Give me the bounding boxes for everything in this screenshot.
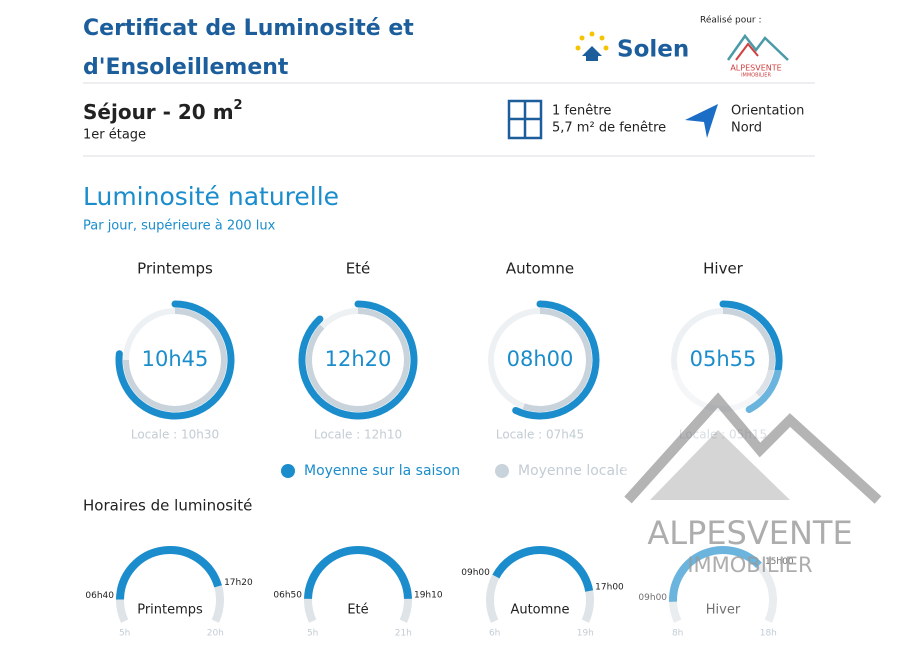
gauge-arc — [492, 546, 594, 592]
gauge-end: 15h00 — [765, 557, 794, 567]
gauge-min: 6h — [489, 629, 500, 639]
season-name: Printemps — [137, 260, 213, 278]
client-logo-text: IMMOBILIER — [741, 73, 771, 79]
gauge-name: Automne — [510, 603, 569, 618]
title: d'Ensoleillement — [83, 55, 289, 80]
local-arc — [306, 308, 410, 412]
gauge-start: 09h00 — [638, 593, 667, 603]
section-title: Luminosité naturelle — [83, 182, 339, 211]
legend-label: Moyenne locale — [518, 463, 628, 479]
season-name: Hiver — [703, 260, 744, 278]
gauge-name: Hiver — [706, 603, 741, 618]
gauge-start: 06h40 — [85, 591, 114, 601]
season-local: Locale : 10h30 — [131, 428, 219, 442]
client-logo-text: ALPESVENTE — [730, 64, 781, 73]
gauge-name: Eté — [347, 603, 368, 618]
watermark-text: ALPESVENTE — [647, 514, 852, 552]
season-value: 10h45 — [142, 347, 209, 371]
season-local: Locale : 07h45 — [496, 428, 584, 442]
window-icon — [507, 99, 543, 140]
title: Certificat de Luminosité et — [83, 16, 414, 41]
season-local: Locale : 12h10 — [314, 428, 402, 442]
gauge-start: 06h50 — [273, 590, 302, 600]
gauge-end: 17h00 — [595, 582, 624, 592]
local-arc — [123, 308, 227, 412]
gauge-end: 19h10 — [414, 590, 443, 600]
season-arc — [512, 300, 600, 420]
gauge-max: 21h — [395, 629, 412, 639]
season-value: 08h00 — [507, 347, 574, 371]
gauge-arc — [304, 546, 412, 599]
legend-label: Moyenne sur la saison — [304, 463, 460, 479]
gauge-arc — [116, 546, 222, 600]
watermark: ALPESVENTE IMMOBILIER — [623, 370, 882, 625]
season-name: Eté — [346, 260, 371, 278]
gauge-start: 09h00 — [461, 568, 490, 578]
legend-dot — [495, 464, 509, 478]
season-arc — [719, 300, 783, 414]
gauge-arc — [669, 546, 762, 602]
season-value: 05h55 — [690, 347, 757, 371]
legend-dot — [281, 464, 295, 478]
gauge-max: 20h — [207, 629, 224, 639]
solen-icon — [575, 31, 609, 61]
section-subtitle: Par jour, supérieure à 200 lux — [83, 219, 276, 234]
brand: Solen — [617, 37, 689, 63]
made-for: Réalisé pour : — [700, 15, 762, 26]
season-arc — [298, 300, 418, 420]
gauge-min: 5h — [119, 629, 130, 639]
gauge-min: 8h — [672, 629, 683, 639]
season-value: 12h20 — [325, 347, 392, 371]
orientation-icon — [685, 104, 718, 138]
room-name: Séjour - 20 m2 — [83, 98, 243, 124]
local-arc — [722, 308, 775, 397]
gauge-max: 19h — [577, 629, 594, 639]
schedule-title: Horaires de luminosité — [83, 497, 252, 515]
client-logo-mark — [726, 33, 789, 61]
local-arc — [522, 308, 592, 412]
gauge-name: Printemps — [137, 603, 203, 618]
gauge-end: 17h20 — [224, 578, 253, 588]
season-name: Automne — [506, 260, 574, 278]
gauge-max: 18h — [760, 629, 777, 639]
orientation-label: Orientation — [731, 104, 804, 119]
orientation-value: Nord — [731, 121, 762, 136]
season-arc — [115, 300, 235, 420]
window-area: 5,7 m² de fenêtre — [552, 121, 666, 136]
floor: 1er étage — [83, 128, 146, 143]
gauge-min: 5h — [307, 629, 318, 639]
window-count: 1 fenêtre — [552, 104, 611, 119]
watermark-text: IMMOBILIER — [687, 553, 812, 577]
client-logo-mark — [735, 42, 759, 61]
